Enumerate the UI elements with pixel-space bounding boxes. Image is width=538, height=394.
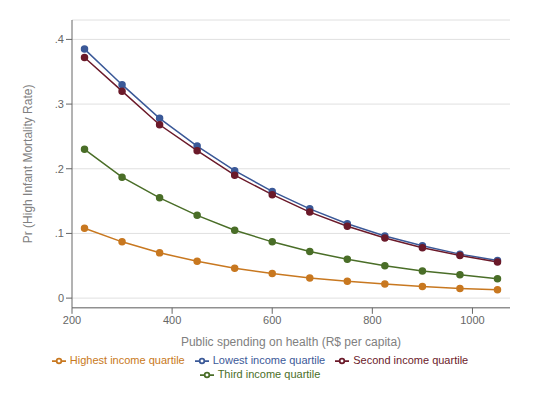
svg-text:.2: .2	[55, 163, 64, 175]
svg-text:.4: .4	[55, 33, 64, 45]
svg-text:Public spending on health (R$: Public spending on health (R$ per capita…	[181, 335, 401, 349]
svg-text:200: 200	[63, 314, 81, 326]
svg-text:800: 800	[363, 314, 381, 326]
svg-text:400: 400	[163, 314, 181, 326]
svg-text:600: 600	[263, 314, 281, 326]
html-text:Lowest income quartile: Lowest income quartile	[212, 353, 326, 366]
html-text:Third income quartile: Third income quartile	[217, 367, 321, 380]
html-text:Highest income quartile: Highest income quartile	[69, 353, 185, 366]
svg-text:.3: .3	[55, 98, 64, 110]
svg-text:1000: 1000	[460, 314, 484, 326]
svg-text:.1: .1	[55, 227, 64, 239]
svg-text:Pr (High Infant Mortality Rate: Pr (High Infant Mortality Rate)	[21, 85, 35, 244]
svg-text:0: 0	[58, 292, 64, 304]
html-text:Second income quartile: Second income quartile	[353, 353, 469, 366]
